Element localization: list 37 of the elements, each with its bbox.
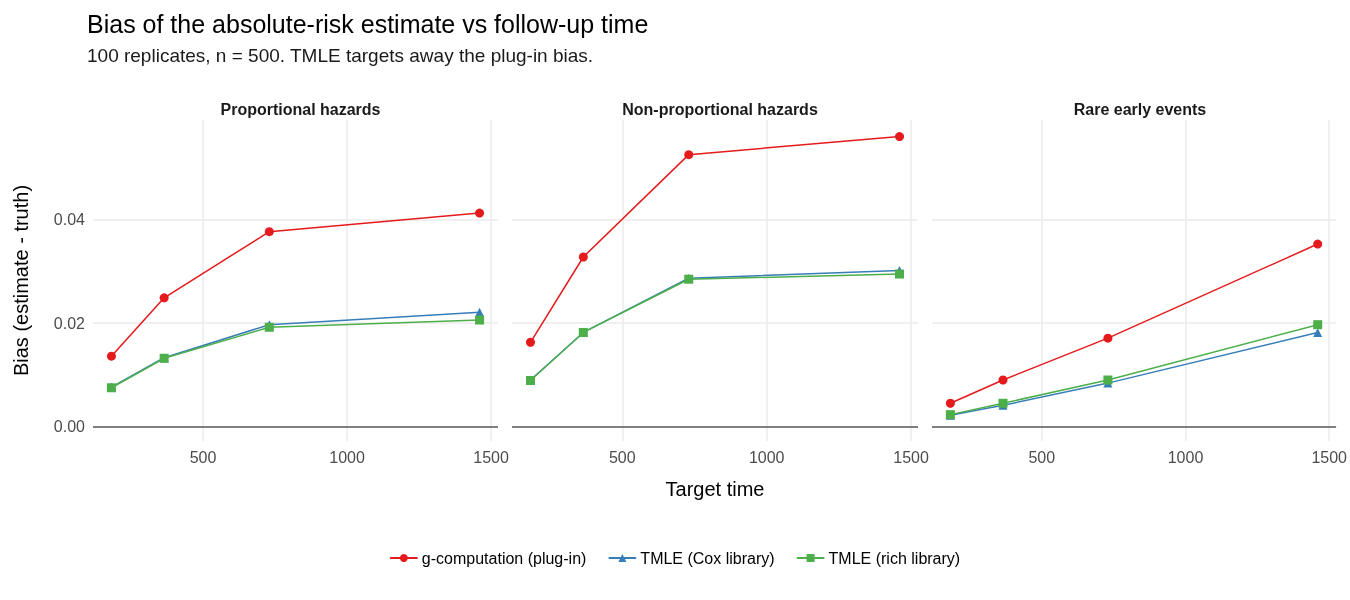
chart-title: Rare early events (1073, 100, 1207, 118)
chart-title: Proportional hazards (220, 100, 381, 118)
x-tick-label: 500 (189, 448, 217, 466)
x-tick-label: 1500 (1311, 448, 1348, 466)
point (475, 208, 485, 218)
legend-label: TMLE (Cox library) (640, 549, 775, 567)
point (1313, 239, 1323, 249)
x-tick-label: 1000 (748, 448, 785, 466)
legend-label: TMLE (rich library) (828, 549, 961, 567)
point (264, 227, 274, 237)
point (1313, 320, 1323, 330)
point (1103, 333, 1113, 343)
point (945, 398, 955, 408)
point (895, 269, 905, 279)
text: Bias of the absolute-risk estimate vs follow-up time (87, 9, 649, 38)
point (475, 315, 485, 325)
y-tick-label: 0.02 (53, 314, 86, 332)
point (525, 337, 535, 347)
x-tick-label: 500 (1028, 448, 1056, 466)
point (106, 351, 116, 361)
point (998, 375, 1008, 385)
x-tick-label: 1500 (893, 448, 929, 466)
point (159, 293, 169, 303)
y-tick-label: 0.04 (53, 211, 86, 229)
point (895, 132, 905, 142)
legend-label: g-computation (plug-in) (421, 549, 587, 567)
x-axis-title: Target time (665, 478, 765, 500)
y-tick-label: 0.00 (53, 418, 86, 436)
x-tick-label: 500 (608, 448, 636, 466)
point (684, 150, 694, 160)
chart-title: Non-proportional hazards (622, 100, 818, 118)
x-tick-label: 1500 (473, 448, 509, 466)
x-tick-label: 1000 (1167, 448, 1204, 466)
text: 100 replicates, n = 500. TMLE targets away the plug-in bias. (87, 45, 594, 66)
y-axis-title: Bias (estimate - truth) (10, 184, 32, 377)
x-tick-label: 1000 (329, 448, 365, 466)
point (578, 252, 588, 262)
